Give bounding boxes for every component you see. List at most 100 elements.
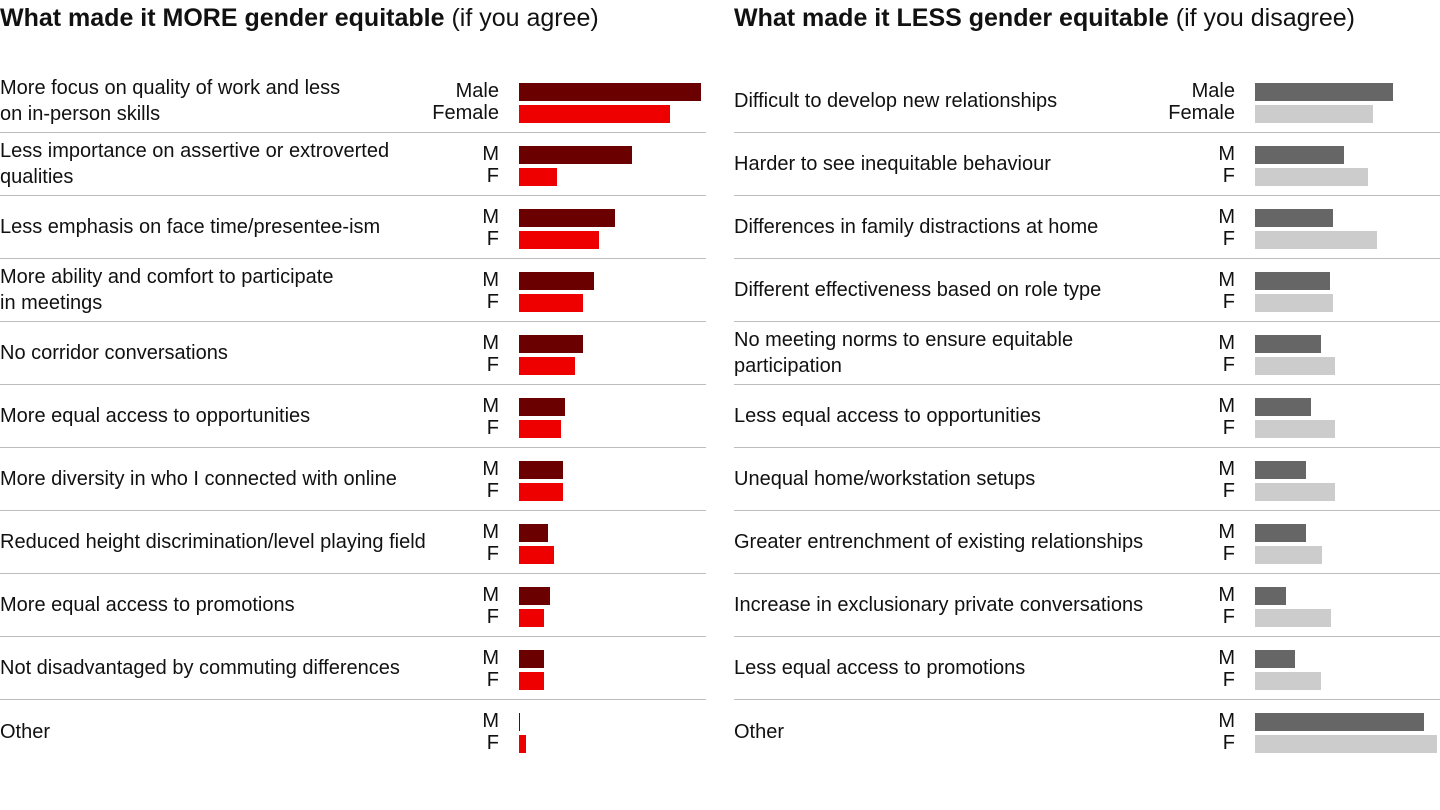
bar-area: [1255, 322, 1440, 384]
male-bar: [519, 272, 594, 290]
category-label: More equal access to opportunities: [0, 405, 311, 427]
female-code-label: F: [486, 606, 499, 628]
female-bar: [1255, 357, 1336, 375]
male-code-label: M: [1218, 521, 1235, 543]
male-code-label: M: [482, 206, 499, 228]
female-code-label: F: [1222, 669, 1235, 691]
bar-row: More ability and comfort to participate …: [0, 259, 706, 322]
female-bar: [1255, 672, 1321, 690]
category-label: More diversity in who I connected with o…: [0, 468, 397, 490]
female-code-label: F: [486, 354, 499, 376]
bar-row: No meeting norms to ensure equitable par…: [734, 322, 1440, 385]
bar-row: Less importance on assertive or extrover…: [0, 133, 706, 196]
female-bar: [1255, 168, 1368, 186]
male-code-label: M: [1218, 143, 1235, 165]
female-code-label: F: [1222, 165, 1235, 187]
female-bar: [519, 357, 576, 375]
female-bar: [1255, 483, 1336, 501]
bar-area: [519, 133, 706, 195]
male-bar: [1255, 587, 1286, 605]
bar-area: [519, 70, 706, 132]
chart-title: What made it MORE gender equitable (if y…: [0, 2, 599, 34]
female-code-label: F: [1222, 480, 1235, 502]
female-code-label: F: [1222, 417, 1235, 439]
male-code-label: Male: [455, 80, 499, 102]
category-label: No corridor conversations: [0, 342, 228, 364]
category-label: More equal access to promotions: [0, 594, 295, 616]
male-bar: [1255, 398, 1312, 416]
category-label: Less equal access to opportunities: [734, 405, 1041, 427]
female-bar: [519, 294, 583, 312]
bar-area: [1255, 700, 1440, 763]
bar-row: Increase in exclusionary private convers…: [734, 574, 1440, 637]
male-code-label: Male: [1191, 80, 1235, 102]
female-code-label: F: [486, 417, 499, 439]
female-code-label: F: [1222, 354, 1235, 376]
category-label: Differences in family distractions at ho…: [734, 216, 1099, 238]
male-code-label: M: [1218, 395, 1235, 417]
male-bar: [1255, 146, 1345, 164]
male-code-label: M: [482, 584, 499, 606]
male-bar: [519, 209, 616, 227]
female-code-label: F: [486, 228, 499, 250]
bar-area: [519, 511, 706, 573]
bar-area: [1255, 70, 1440, 132]
male-bar: [1255, 272, 1330, 290]
male-code-label: M: [482, 143, 499, 165]
male-code-label: M: [1218, 332, 1235, 354]
chart-rows: Difficult to develop new relationships Ma…: [734, 70, 1440, 763]
bar-area: [1255, 259, 1440, 321]
male-bar: [519, 146, 632, 164]
female-bar: [519, 609, 545, 627]
female-bar: [519, 546, 554, 564]
bar-row: More focus on quality of work and less o…: [0, 70, 706, 133]
female-bar: [1255, 231, 1377, 249]
male-bar: [519, 335, 583, 353]
chart-title-main: What made it MORE gender equitable: [0, 4, 445, 32]
bar-row: No corridor conversations M F: [0, 322, 706, 385]
female-code-label: F: [1222, 732, 1235, 754]
less-equitable-chart: What made it LESS gender equitable (if y…: [734, 0, 1440, 810]
bar-row: Harder to see inequitable behaviour M F: [734, 133, 1440, 196]
bar-area: [519, 637, 706, 699]
male-bar: [1255, 650, 1296, 668]
category-label: More ability and comfort to participate …: [0, 266, 334, 314]
category-label: Different effectiveness based on role ty…: [734, 279, 1102, 301]
female-code-label: F: [1222, 291, 1235, 313]
male-code-label: M: [1218, 584, 1235, 606]
female-code-label: F: [486, 543, 499, 565]
bar-area: [1255, 133, 1440, 195]
chart-rows: More focus on quality of work and less o…: [0, 70, 706, 763]
female-code-label: Female: [1168, 102, 1235, 124]
bar-area: [1255, 637, 1440, 699]
chart-title-main: What made it LESS gender equitable: [734, 4, 1169, 32]
male-bar: [1255, 461, 1306, 479]
bar-row: Not disadvantaged by commuting differenc…: [0, 637, 706, 700]
bar-area: [1255, 511, 1440, 573]
category-label: Not disadvantaged by commuting differenc…: [0, 657, 400, 679]
bar-row: Unequal home/workstation setups M F: [734, 448, 1440, 511]
male-bar: [519, 650, 545, 668]
female-code-label: F: [486, 480, 499, 502]
gender-code-box: Male Female: [400, 70, 499, 132]
bar-row: More diversity in who I connected with o…: [0, 448, 706, 511]
bar-row: Other M F: [0, 700, 706, 763]
bar-area: [519, 700, 706, 763]
female-code-label: F: [1222, 606, 1235, 628]
category-label: Difficult to develop new relationships: [734, 90, 1058, 112]
female-bar: [1255, 546, 1323, 564]
